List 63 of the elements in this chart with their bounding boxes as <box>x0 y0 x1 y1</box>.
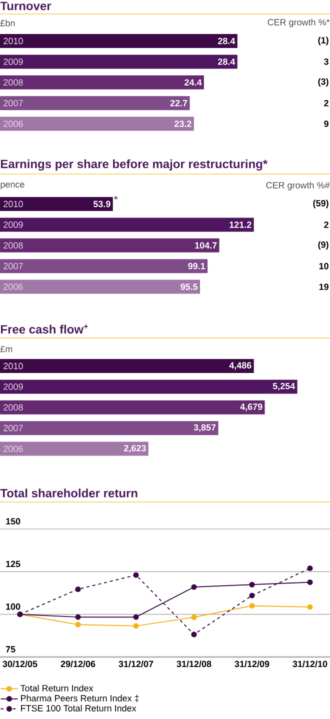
chart-title: Free cash flow$^{+}$ <box>1 324 88 334</box>
text: 19 <box>319 284 328 290</box>
y-tick-label: 75 <box>6 646 16 652</box>
chart-title: Earnings per share before major restructuring* <box>1 159 268 171</box>
text: 10 <box>319 262 328 270</box>
y-tick-label: 2008 <box>4 79 23 86</box>
legend-label: Pharma Peers Return Index ‡ <box>21 694 139 702</box>
y-tick-label: 2007 <box>4 100 23 106</box>
data-label: 28.4 <box>218 38 236 44</box>
y-tick-label: 2008 <box>4 242 23 249</box>
data-label: 24.4 <box>184 79 202 86</box>
legend-label: Total Return Index <box>20 684 94 692</box>
data-label: 121.2 <box>230 222 252 228</box>
y-tick-label: 2008 <box>4 404 23 411</box>
text: 9 <box>324 120 328 127</box>
x-tick-label: 29/12/06 <box>60 660 96 668</box>
x-tick-label: 30/12/05 <box>2 660 38 668</box>
data-label: 4,486 <box>229 362 252 370</box>
data-label: 53.9 <box>93 200 110 208</box>
legend-label: FTSE 100 Total Return Index <box>21 704 136 712</box>
text: CER growth %# <box>266 182 330 190</box>
chart-title: Total shareholder return <box>0 488 138 498</box>
y-tick-label: 2009 <box>4 222 23 228</box>
text: CER growth %* <box>268 18 330 28</box>
x-tick-label: 31/12/08 <box>176 660 212 668</box>
annotation: ° <box>114 196 118 200</box>
y-tick-label: 125 <box>6 560 20 568</box>
y-tick-label: 2006 <box>4 446 23 452</box>
y-tick-label: 100 <box>6 603 20 610</box>
text: 2 <box>324 222 328 228</box>
y-tick-label: 2009 <box>4 58 23 65</box>
x-tick-label: 31/12/09 <box>234 660 270 668</box>
y-tick-label: 2007 <box>4 262 23 270</box>
data-label: 23.2 <box>174 120 192 127</box>
text: 3 <box>324 58 328 65</box>
text: (59) <box>313 200 328 208</box>
data-label: 95.5 <box>180 284 198 290</box>
y-tick-label: 2010 <box>4 362 23 370</box>
data-label: 28.4 <box>218 58 236 65</box>
x-axis-title: £bn <box>0 20 15 26</box>
data-label: 5,254 <box>272 382 296 391</box>
x-tick-label: 31/12/07 <box>118 660 154 668</box>
y-tick-label: 2010 <box>4 200 23 208</box>
text: 2 <box>324 100 328 106</box>
text: (3) <box>318 78 328 87</box>
data-label: 99.1 <box>188 262 206 270</box>
y-tick-label: 2006 <box>4 120 23 127</box>
data-label: 104.7 <box>195 242 217 249</box>
data-label: 22.7 <box>170 100 188 106</box>
data-label: 2,623 <box>124 444 146 453</box>
x-axis-title: pence <box>0 182 24 190</box>
y-tick-label: 150 <box>6 518 20 524</box>
chart-title: Turnover <box>0 2 52 10</box>
x-axis-title: £m <box>0 346 12 352</box>
y-tick-label: 2010 <box>4 38 23 44</box>
x-tick-label: 31/12/10 <box>292 660 328 668</box>
y-tick-label: 2006 <box>4 284 23 290</box>
y-tick-label: 2007 <box>4 424 23 432</box>
y-tick-label: 2009 <box>4 384 23 390</box>
data-label: 4,679 <box>240 404 262 412</box>
text: (1) <box>318 36 328 46</box>
text: (9) <box>318 241 328 250</box>
data-label: 3,857 <box>194 424 216 432</box>
